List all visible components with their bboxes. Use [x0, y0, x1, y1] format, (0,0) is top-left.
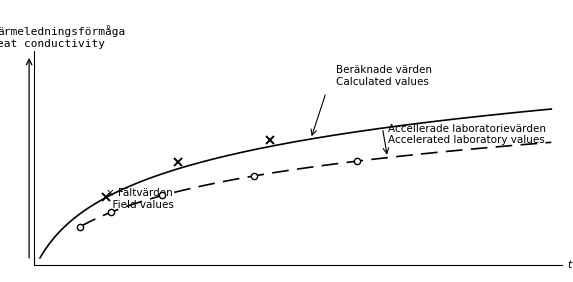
Text: Beräknade värden
Calculated values: Beräknade värden Calculated values: [336, 65, 433, 87]
Text: Accellerade laboratorievärden
Accelerated laboratory values: Accellerade laboratorievärden Accelerate…: [387, 124, 545, 145]
Text: ärmeledningsförmåga
eat conductivity: ärmeledningsförmåga eat conductivity: [0, 25, 125, 49]
Text: × Fältvärden
  Field values: × Fältvärden Field values: [106, 188, 174, 210]
Text: t: t: [567, 260, 571, 270]
